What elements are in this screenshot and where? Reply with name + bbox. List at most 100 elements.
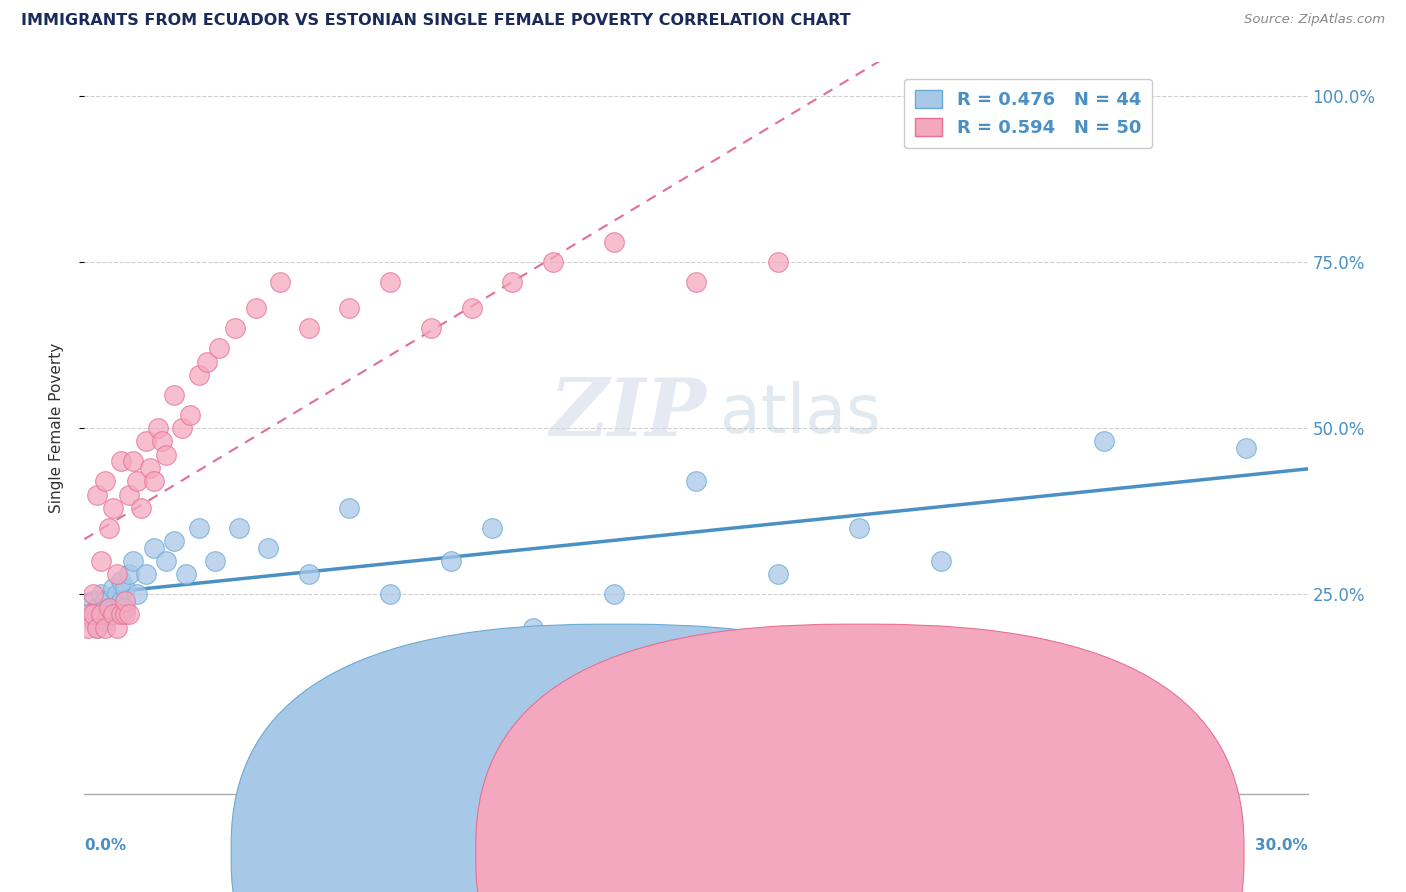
Point: [603, 587, 626, 601]
Point: [114, 581, 136, 595]
Point: [766, 255, 789, 269]
Point: [204, 554, 226, 568]
Point: [101, 500, 124, 515]
Text: 30.0%: 30.0%: [1254, 838, 1308, 853]
Point: [150, 434, 173, 449]
Point: [269, 275, 291, 289]
Text: Source: ZipAtlas.com: Source: ZipAtlas.com: [1244, 13, 1385, 27]
Point: [101, 600, 124, 615]
Point: [82, 614, 104, 628]
Point: [187, 368, 209, 382]
Point: [101, 581, 124, 595]
Point: [122, 454, 145, 468]
Point: [461, 301, 484, 316]
Text: Estonians: Estonians: [886, 845, 959, 860]
Text: Immigrants from Ecuador: Immigrants from Ecuador: [641, 845, 837, 860]
Point: [105, 607, 128, 622]
Point: [110, 607, 132, 622]
Point: [224, 321, 246, 335]
Point: [195, 354, 218, 368]
Point: [105, 621, 128, 635]
Point: [163, 388, 186, 402]
Point: [97, 521, 120, 535]
Point: [1236, 441, 1258, 455]
Point: [105, 587, 128, 601]
Point: [82, 607, 104, 622]
Point: [172, 421, 194, 435]
Point: [127, 587, 149, 601]
Point: [440, 554, 463, 568]
Text: IMMIGRANTS FROM ECUADOR VS ESTONIAN SINGLE FEMALE POVERTY CORRELATION CHART: IMMIGRANTS FROM ECUADOR VS ESTONIAN SING…: [21, 13, 851, 29]
Point: [90, 554, 112, 568]
Point: [420, 321, 443, 335]
Point: [93, 621, 115, 635]
Point: [135, 434, 157, 449]
Point: [77, 621, 100, 635]
Point: [339, 301, 361, 316]
Point: [90, 587, 112, 601]
Point: [86, 621, 108, 635]
Point: [93, 614, 115, 628]
Point: [114, 607, 136, 622]
Point: [138, 461, 160, 475]
Point: [155, 554, 177, 568]
Point: [114, 600, 136, 615]
Point: [179, 408, 201, 422]
Point: [110, 574, 132, 588]
Legend: R = 0.476   N = 44, R = 0.594   N = 50: R = 0.476 N = 44, R = 0.594 N = 50: [904, 78, 1152, 148]
Point: [105, 567, 128, 582]
Point: [603, 235, 626, 249]
Y-axis label: Single Female Poverty: Single Female Poverty: [49, 343, 63, 513]
Point: [110, 594, 132, 608]
Point: [77, 607, 100, 622]
Point: [766, 567, 789, 582]
Point: [118, 607, 141, 622]
Point: [86, 488, 108, 502]
Point: [118, 567, 141, 582]
Point: [481, 521, 503, 535]
Point: [257, 541, 280, 555]
FancyBboxPatch shape: [475, 624, 1244, 892]
Point: [228, 521, 250, 535]
Text: ZIP: ZIP: [550, 375, 706, 452]
Point: [82, 594, 104, 608]
Point: [298, 321, 321, 335]
Point: [543, 255, 565, 269]
Point: [97, 600, 120, 615]
Point: [208, 342, 231, 356]
Point: [114, 594, 136, 608]
Point: [339, 500, 361, 515]
Point: [163, 534, 186, 549]
Point: [118, 488, 141, 502]
Text: 0.0%: 0.0%: [84, 838, 127, 853]
Point: [155, 448, 177, 462]
Point: [142, 475, 165, 489]
FancyBboxPatch shape: [231, 624, 1000, 892]
Point: [685, 475, 707, 489]
Point: [97, 607, 120, 622]
Point: [90, 607, 112, 622]
Point: [93, 594, 115, 608]
Point: [685, 275, 707, 289]
Point: [110, 454, 132, 468]
Point: [522, 621, 544, 635]
Point: [77, 607, 100, 622]
Point: [380, 275, 402, 289]
Point: [97, 600, 120, 615]
Point: [135, 567, 157, 582]
Point: [380, 587, 402, 601]
Point: [245, 301, 267, 316]
Point: [101, 607, 124, 622]
Point: [146, 421, 169, 435]
Point: [1092, 434, 1115, 449]
Point: [82, 587, 104, 601]
Point: [86, 600, 108, 615]
Point: [131, 500, 153, 515]
Point: [929, 554, 952, 568]
Point: [174, 567, 197, 582]
Point: [90, 607, 112, 622]
Point: [502, 275, 524, 289]
Point: [127, 475, 149, 489]
Point: [86, 621, 108, 635]
Point: [122, 554, 145, 568]
